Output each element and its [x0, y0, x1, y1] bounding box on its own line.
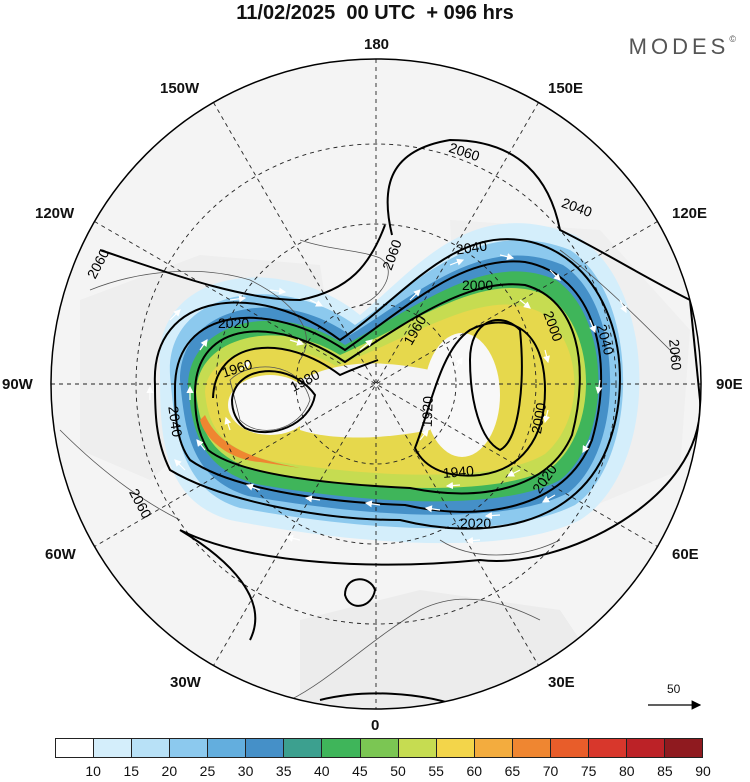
color-bar-swatch	[398, 739, 437, 757]
color-bar-swatch	[588, 739, 627, 757]
color-bar-swatch	[665, 739, 703, 757]
lon-label-90e: 90E	[716, 376, 743, 393]
brand-mark: ©	[729, 34, 736, 44]
color-bar-tick: 90	[695, 763, 711, 779]
color-bar-swatch	[94, 739, 133, 757]
color-bar	[55, 738, 703, 758]
color-bar-tick: 55	[428, 763, 444, 779]
color-bar-tick: 60	[466, 763, 483, 779]
color-bar-swatch	[360, 739, 399, 757]
lon-label-120w: 120W	[35, 205, 75, 222]
color-bar-tick: 10	[85, 763, 101, 779]
color-bar-swatch	[550, 739, 589, 757]
color-bar-tick: 75	[580, 763, 597, 779]
color-bar-swatch	[436, 739, 475, 757]
color-bar-swatch	[170, 739, 209, 757]
color-bar-swatch	[246, 739, 285, 757]
contour-label: 2000	[462, 277, 493, 293]
color-bar-swatch	[284, 739, 323, 757]
color-bar-tick: 20	[161, 763, 178, 779]
lon-label-90w: 90W	[2, 376, 33, 393]
lon-label-150e: 150E	[548, 80, 584, 97]
color-bar-swatch	[512, 739, 551, 757]
contour-label: 2060	[666, 338, 685, 371]
contour-label: 2040	[455, 237, 488, 257]
color-bar-ticks: 10 15 20 25 30 35 40 45 50 55 60 65 70 75 80 85 90	[0, 763, 750, 781]
color-bar-tick: 65	[504, 763, 521, 779]
lon-label-60w: 60W	[45, 546, 76, 563]
color-bar-tick: 15	[123, 763, 140, 779]
color-bar-tick: 35	[275, 763, 292, 779]
lon-label-150w: 150W	[160, 80, 200, 97]
contour-label: 2020	[218, 315, 249, 331]
brand-logo: MODES©	[629, 34, 736, 60]
lon-label-180: 180	[364, 36, 390, 53]
vector-scale-label: 50	[667, 682, 681, 696]
contour-label: 1920	[419, 396, 436, 428]
contour-label: 2040	[594, 322, 618, 356]
color-bar-tick: 40	[314, 763, 330, 779]
lon-label-30e: 30E	[548, 674, 575, 691]
contour-label: 2000	[528, 401, 549, 435]
color-bar-swatch	[626, 739, 665, 757]
contour-label: 2040	[165, 405, 185, 438]
color-bar-swatch	[132, 739, 171, 757]
lon-label-30w: 30W	[170, 674, 201, 691]
graticule	[51, 59, 701, 709]
color-bar-swatch	[208, 739, 247, 757]
map-boundary	[50, 58, 702, 710]
color-bar-swatch	[56, 739, 95, 757]
contour-label: 2020	[460, 515, 491, 531]
color-bar-tick: 85	[657, 763, 673, 779]
color-bar-tick: 80	[618, 763, 635, 779]
wind-vectors	[146, 253, 627, 545]
color-bar-tick: 30	[237, 763, 254, 779]
color-bar-tick: 70	[542, 763, 559, 779]
height-contours	[99, 138, 701, 709]
color-bar-swatch	[322, 739, 361, 757]
brand-text: MODES	[628, 34, 730, 59]
map-title: 11/02/2025 00 UTC + 096 hrs	[236, 2, 514, 24]
lon-label-120e: 120E	[672, 205, 708, 222]
lon-label-0: 0	[371, 717, 380, 734]
lon-label-60e: 60E	[672, 546, 699, 563]
color-bar-tick: 25	[199, 763, 216, 779]
color-bar-tick: 50	[390, 763, 406, 779]
contour-label: 1940	[442, 462, 475, 481]
color-bar-tick: 45	[352, 763, 368, 779]
coastlines	[59, 239, 681, 701]
color-bar-swatch	[474, 739, 513, 757]
